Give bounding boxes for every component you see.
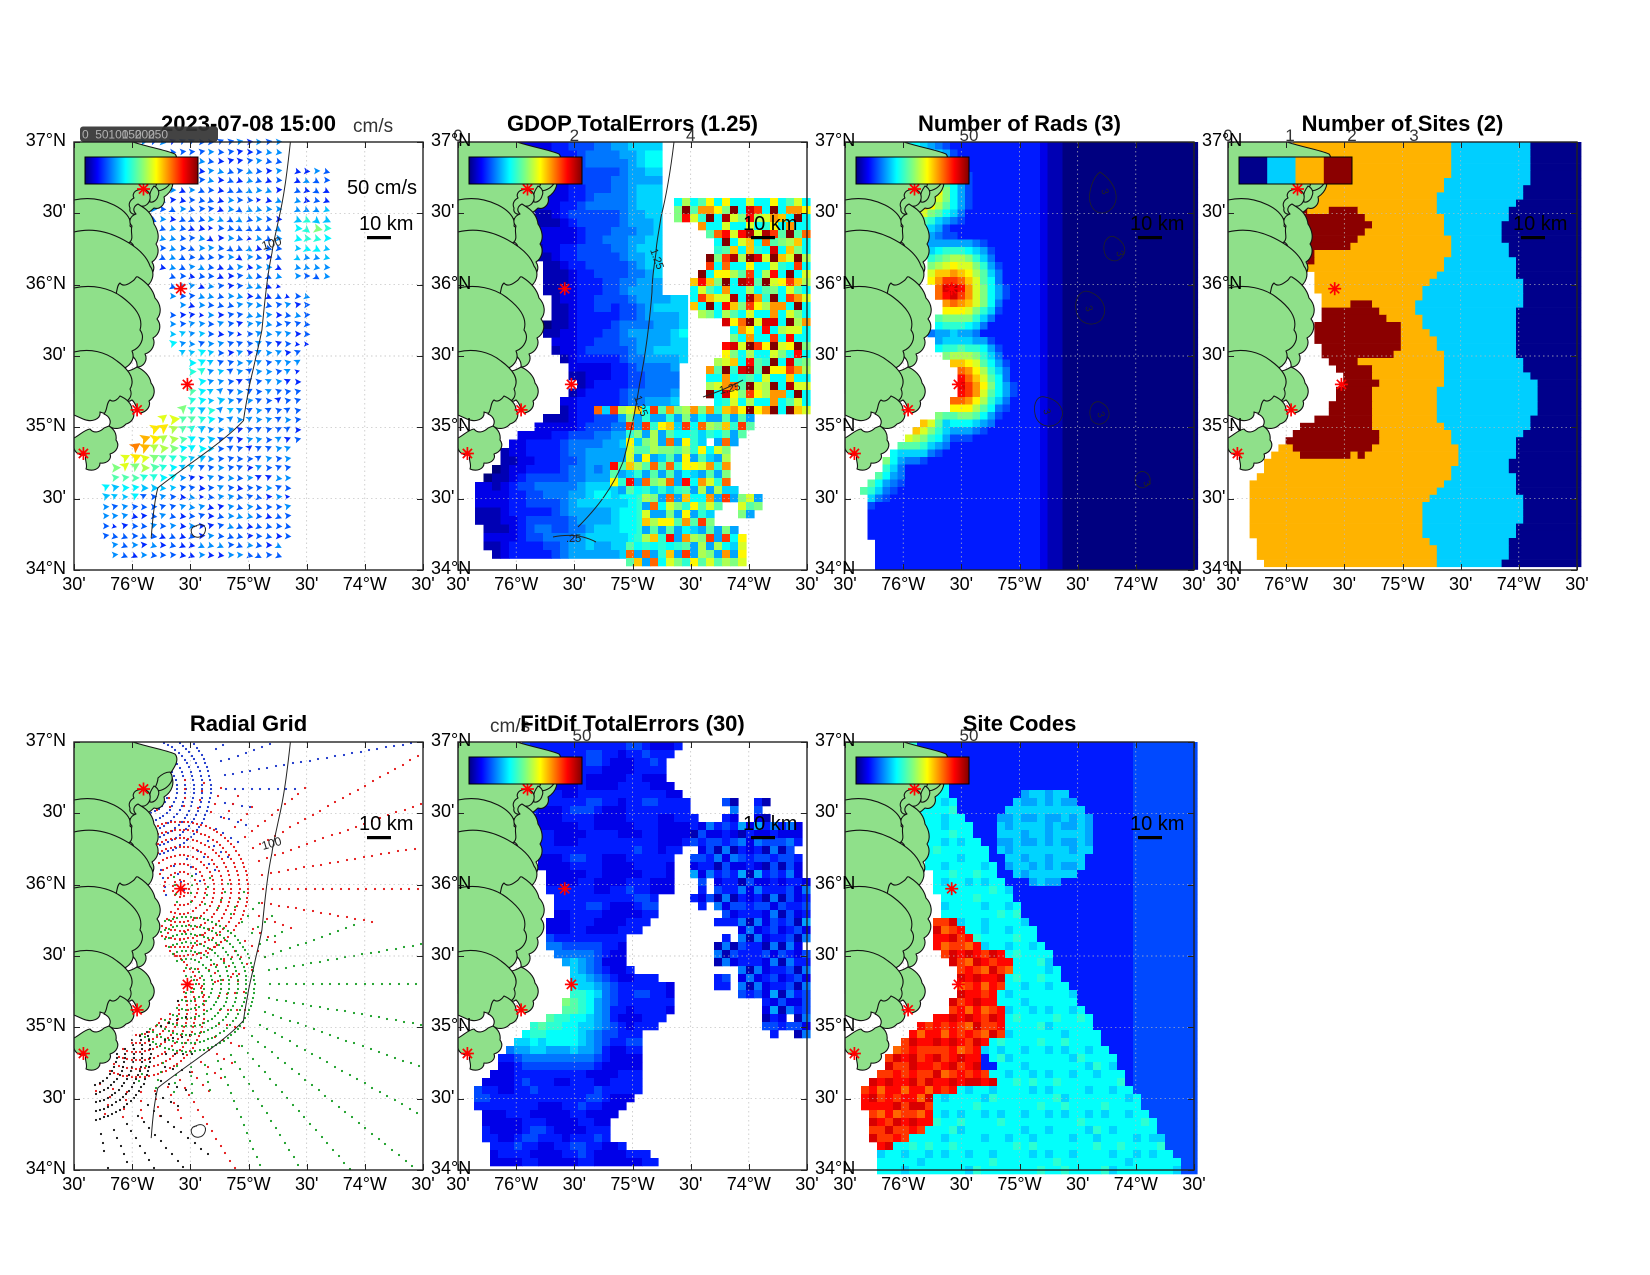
svg-text:Radial Grid: Radial Grid	[190, 711, 307, 736]
svg-text:10 km: 10 km	[1513, 213, 1567, 235]
svg-text:10 km: 10 km	[743, 213, 797, 235]
svg-text:10 km: 10 km	[359, 813, 413, 835]
svg-text:250: 250	[148, 128, 168, 142]
svg-text:50 cm/s: 50 cm/s	[347, 177, 417, 199]
svg-text:cm/s: cm/s	[353, 116, 393, 137]
svg-text:10 km: 10 km	[1130, 813, 1184, 835]
svg-text:Number of Sites (2): Number of Sites (2)	[1302, 111, 1504, 136]
svg-text:.25: .25	[566, 533, 581, 545]
svg-text:Site Codes: Site Codes	[963, 711, 1077, 736]
svg-text:FitDif TotalErrors (30): FitDif TotalErrors (30)	[520, 711, 745, 736]
svg-text:GDOP TotalErrors (1.25): GDOP TotalErrors (1.25)	[507, 111, 758, 136]
svg-text:Number of Rads (3): Number of Rads (3)	[918, 111, 1121, 136]
svg-text:0: 0	[82, 128, 89, 142]
svg-text:10 km: 10 km	[359, 213, 413, 235]
svg-text:50: 50	[95, 128, 109, 142]
svg-text:10 km: 10 km	[1130, 213, 1184, 235]
svg-text:10 km: 10 km	[743, 813, 797, 835]
